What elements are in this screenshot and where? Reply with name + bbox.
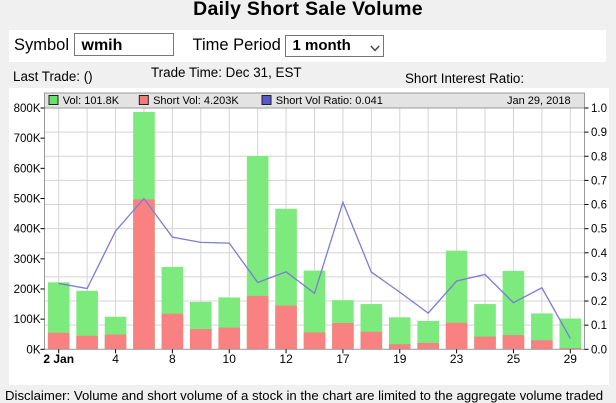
- svg-text:0.9: 0.9: [591, 127, 607, 139]
- svg-text:2 Jan: 2 Jan: [43, 352, 74, 366]
- svg-text:8: 8: [169, 352, 176, 366]
- svg-text:100K: 100K: [14, 314, 41, 326]
- svg-text:Short Vol: 4.203K: Short Vol: 4.203K: [153, 95, 239, 107]
- svg-text:19: 19: [393, 352, 407, 366]
- svg-text:600K: 600K: [14, 163, 41, 175]
- svg-text:200K: 200K: [14, 284, 41, 296]
- svg-text:17: 17: [336, 352, 350, 366]
- svg-text:0.7: 0.7: [591, 175, 607, 187]
- svg-text:12: 12: [279, 352, 293, 366]
- svg-text:0.8: 0.8: [591, 151, 607, 163]
- svg-text:0.0: 0.0: [591, 344, 607, 356]
- svg-text:0.4: 0.4: [591, 248, 608, 260]
- svg-text:500K: 500K: [14, 193, 41, 205]
- svg-text:0.1: 0.1: [591, 320, 607, 332]
- svg-text:0.2: 0.2: [591, 296, 607, 308]
- svg-text:10: 10: [223, 352, 237, 366]
- svg-text:Jan 29, 2018: Jan 29, 2018: [507, 95, 571, 107]
- svg-text:29: 29: [564, 352, 578, 366]
- svg-text:300K: 300K: [14, 254, 41, 266]
- svg-text:0K: 0K: [26, 344, 40, 356]
- svg-text:700K: 700K: [14, 133, 41, 145]
- svg-text:400K: 400K: [14, 224, 41, 236]
- svg-text:23: 23: [450, 352, 464, 366]
- svg-text:1.0: 1.0: [591, 103, 607, 115]
- svg-text:0.3: 0.3: [591, 272, 607, 284]
- svg-text:4: 4: [112, 352, 119, 366]
- svg-text:Vol: 101.8K: Vol: 101.8K: [63, 95, 120, 107]
- svg-text:0.5: 0.5: [591, 224, 607, 236]
- svg-text:800K: 800K: [14, 103, 41, 115]
- svg-text:0.6: 0.6: [591, 200, 607, 212]
- svg-text:Short Vol Ratio: 0.041: Short Vol Ratio: 0.041: [276, 95, 383, 107]
- svg-text:25: 25: [507, 352, 521, 366]
